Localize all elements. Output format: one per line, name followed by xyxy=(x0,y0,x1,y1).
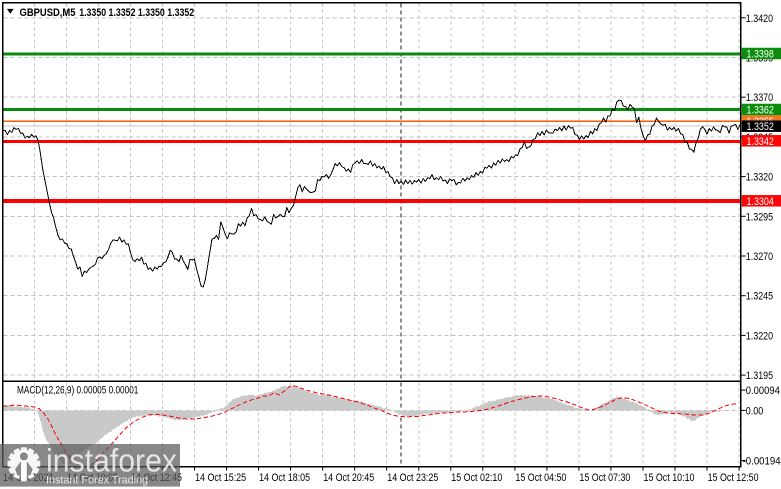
svg-text:MACD(12,26,9) 0.00005 0.00001: MACD(12,26,9) 0.00005 0.00001 xyxy=(17,384,138,396)
svg-text:15 Oct 02:10: 15 Oct 02:10 xyxy=(451,472,502,484)
svg-text:0.00: 0.00 xyxy=(746,405,764,417)
svg-text:1.3195: 1.3195 xyxy=(746,370,773,382)
svg-text:1.3362: 1.3362 xyxy=(747,105,774,117)
svg-text:1.3398: 1.3398 xyxy=(747,49,774,61)
svg-text:14 Oct 18:05: 14 Oct 18:05 xyxy=(259,472,310,484)
svg-text:Instant Forex Trading: Instant Forex Trading xyxy=(46,474,148,486)
svg-text:1.3304: 1.3304 xyxy=(747,196,774,208)
svg-text:1.3320: 1.3320 xyxy=(746,172,773,184)
svg-text:1.3370: 1.3370 xyxy=(746,92,773,104)
svg-text:1.3420: 1.3420 xyxy=(746,13,773,25)
svg-text:14 Oct 20:45: 14 Oct 20:45 xyxy=(323,472,374,484)
svg-text:14 Oct 23:25: 14 Oct 23:25 xyxy=(387,472,438,484)
svg-text:15 Oct 04:50: 15 Oct 04:50 xyxy=(515,472,566,484)
svg-text:15 Oct 07:30: 15 Oct 07:30 xyxy=(579,472,630,484)
svg-text:-0.00194: -0.00194 xyxy=(743,455,781,467)
svg-text:1.3350 1.3352 1.3350 1.3352: 1.3350 1.3352 1.3350 1.3352 xyxy=(79,7,194,19)
svg-text:1.3220: 1.3220 xyxy=(746,330,773,342)
svg-text:GBPUSD,M5: GBPUSD,M5 xyxy=(20,7,76,19)
svg-text:15 Oct 12:50: 15 Oct 12:50 xyxy=(708,472,759,484)
svg-text:14 Oct 15:25: 14 Oct 15:25 xyxy=(195,472,246,484)
svg-text:1.3342: 1.3342 xyxy=(747,136,774,148)
svg-text:0.00094: 0.00094 xyxy=(746,385,780,397)
svg-text:1.3295: 1.3295 xyxy=(746,211,773,223)
svg-text:1.3270: 1.3270 xyxy=(746,251,773,263)
svg-text:instaforex: instaforex xyxy=(46,443,177,479)
svg-text:1.3245: 1.3245 xyxy=(746,291,773,303)
svg-text:15 Oct 10:10: 15 Oct 10:10 xyxy=(644,472,695,484)
svg-text:1.3352: 1.3352 xyxy=(747,121,774,133)
